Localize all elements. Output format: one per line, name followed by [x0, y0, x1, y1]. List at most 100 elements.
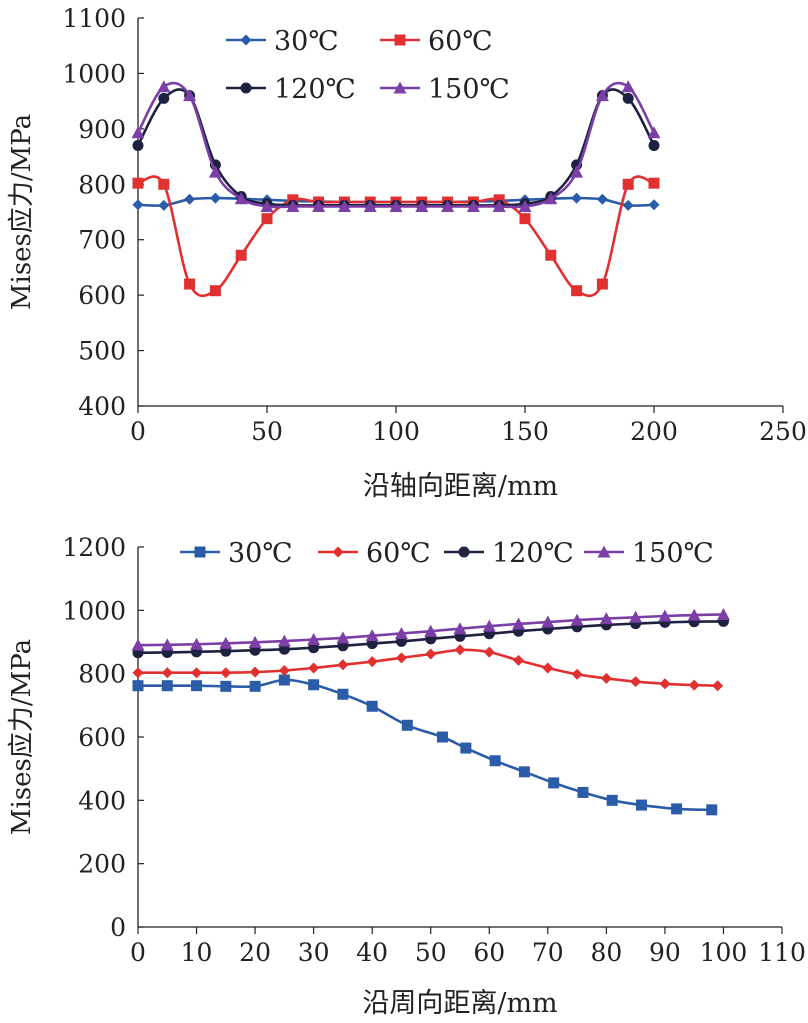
data-point: [336, 631, 350, 644]
data-point: [712, 680, 724, 692]
legend-marker: [332, 546, 344, 558]
data-point: [622, 92, 634, 104]
data-point: [394, 626, 408, 639]
data-point: [596, 193, 608, 205]
legend-entry: 120℃: [226, 74, 356, 105]
data-point: [235, 249, 247, 261]
data-point: [622, 199, 634, 211]
data-point: [158, 178, 170, 190]
y-tick-label: 600: [78, 723, 126, 752]
axial-stress-chart: 400 500 600 700 800 900 1000 1100 0 50 100 150 200 25…: [7, 4, 807, 502]
data-point: [493, 194, 505, 206]
data-point: [425, 648, 437, 660]
series-group: [131, 607, 730, 651]
data-point: [278, 674, 290, 686]
legend-label: 150℃: [632, 538, 714, 569]
legend-label: 30℃: [274, 26, 339, 57]
data-point: [208, 165, 222, 178]
x-tick-label: 40: [356, 938, 388, 967]
legend-marker: [393, 81, 407, 94]
x-tick-label: 50: [415, 938, 447, 967]
x-tick-label: 20: [239, 938, 271, 967]
data-point: [648, 177, 660, 189]
series-line: [136, 88, 656, 207]
y-tick-label: 900: [78, 115, 126, 144]
legend-label: 150℃: [428, 74, 510, 105]
data-point: [161, 667, 173, 679]
data-point: [220, 680, 232, 692]
data-point: [595, 89, 609, 102]
x-axis-label: 沿轴向距离/mm: [363, 471, 558, 502]
data-point: [548, 777, 560, 789]
legend-label: 120℃: [492, 538, 574, 569]
data-point: [278, 665, 290, 676]
data-point: [570, 613, 584, 626]
x-tick-label: 10: [181, 938, 213, 967]
x-tick-label: 60: [473, 938, 505, 967]
data-point: [630, 676, 642, 688]
data-point: [519, 213, 531, 225]
data-point: [596, 278, 608, 290]
y-tick-label: 200: [78, 850, 126, 879]
data-point: [131, 638, 145, 651]
data-point: [648, 199, 660, 211]
data-point: [424, 624, 438, 637]
data-point: [570, 165, 584, 178]
x-tick-label: 110: [758, 938, 806, 967]
data-point: [460, 742, 472, 754]
y-tick-label: 400: [78, 786, 126, 815]
data-point: [307, 632, 321, 645]
data-point: [629, 610, 643, 623]
data-point: [688, 679, 700, 691]
series-group: [132, 88, 660, 211]
data-point: [308, 662, 320, 674]
data-point: [648, 139, 660, 151]
data-point: [132, 139, 144, 151]
data-point: [401, 719, 413, 731]
data-point: [365, 629, 379, 642]
series-group: [132, 175, 660, 298]
data-point: [366, 700, 378, 712]
data-point: [571, 285, 583, 297]
data-point: [191, 667, 203, 679]
data-point: [184, 278, 196, 290]
legend-entry: 30℃: [180, 538, 293, 569]
data-point: [337, 659, 349, 671]
data-point: [541, 615, 555, 628]
data-point: [622, 178, 634, 190]
y-tick-label: 1100: [62, 4, 126, 33]
data-point: [571, 668, 583, 680]
x-tick-label: 30: [298, 938, 330, 967]
data-point: [132, 177, 144, 189]
data-point: [183, 89, 197, 102]
data-point: [647, 126, 661, 139]
y-tick-label: 800: [78, 660, 126, 689]
data-point: [600, 672, 612, 684]
y-tick-label: 500: [78, 337, 126, 366]
series-group: [132, 644, 724, 692]
x-tick-label: 100: [700, 938, 748, 967]
data-point: [441, 199, 455, 212]
y-axis-label: Mises应力/MPa: [7, 639, 37, 835]
data-point: [157, 80, 171, 93]
data-point: [599, 612, 613, 625]
data-point: [308, 679, 320, 691]
data-point: [482, 619, 496, 632]
data-point: [337, 688, 349, 700]
data-point: [132, 667, 144, 679]
y-tick-label: 0: [110, 913, 126, 942]
data-point: [366, 656, 378, 668]
data-point: [518, 199, 532, 212]
legend-marker: [458, 546, 470, 558]
data-point: [220, 667, 232, 679]
legend-label: 30℃: [228, 538, 293, 569]
data-point: [248, 635, 262, 648]
x-tick-label: 50: [251, 417, 283, 446]
data-point: [621, 80, 635, 93]
data-point: [395, 652, 407, 664]
data-point: [518, 766, 530, 778]
data-point: [513, 654, 525, 666]
data-point: [658, 609, 672, 622]
data-point: [635, 799, 647, 811]
